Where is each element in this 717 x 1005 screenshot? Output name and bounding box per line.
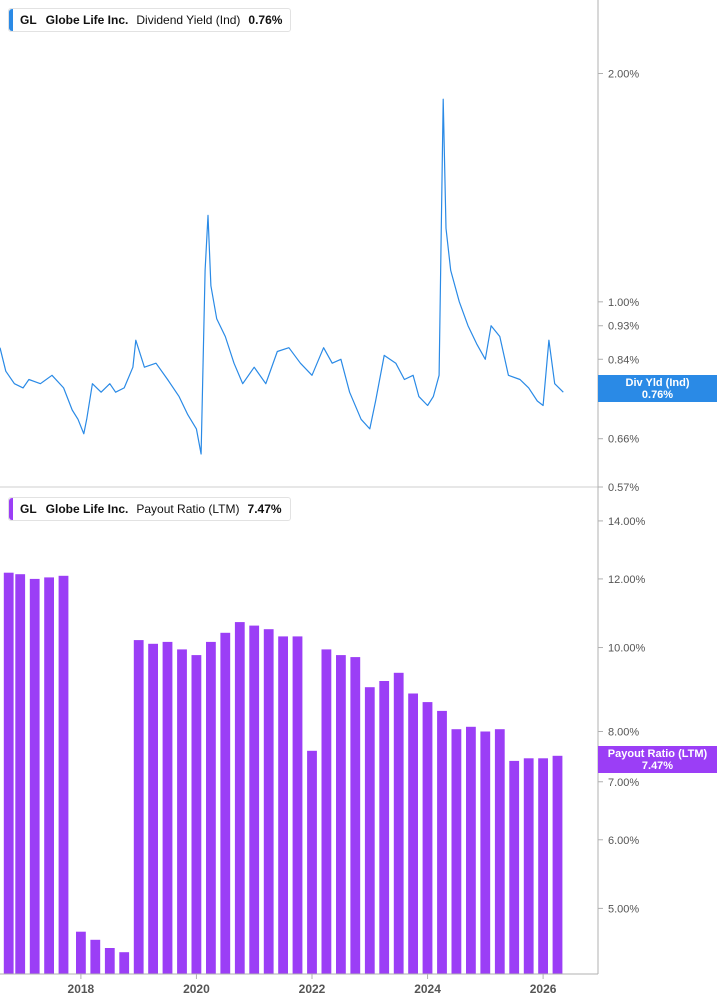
payout-bar [494,729,505,974]
y-tick-label: 0.93% [608,321,639,333]
legend-company: Globe Life Inc. [45,13,129,27]
legend-company: Globe Life Inc. [45,502,129,516]
payout-bar [552,755,563,974]
payout-bar [480,731,491,974]
legend-ticker: GL [20,13,37,27]
x-axis: 2018 2020 2022 2024 2026 [68,974,557,996]
payout-bar [15,574,26,974]
payout-bar [523,758,534,974]
payout-bar [3,572,14,974]
payout-bar [393,672,404,974]
payout-bar [191,655,202,974]
payout-bar [408,693,418,974]
y-tick-label: 2.00% [608,69,639,81]
payout-bar [148,643,158,974]
y-tick-label: 0.57% [608,482,639,494]
y-tick-label: 14.00% [608,516,646,528]
dividend-yield-last-value-flag: Div Yld (Ind) 0.76% [598,375,717,402]
payout-bar [162,641,173,974]
legend-metric: Dividend Yield (Ind) [136,13,241,27]
x-tick-label: 2026 [530,982,557,996]
payout-bar [466,726,476,974]
dividend-yield-line [0,98,564,455]
payout-bar [437,710,447,974]
payout-ratio-last-value-flag: Payout Ratio (LTM) 7.47% [598,746,717,773]
payout-bar [58,575,69,974]
dividend-series-swatch [9,9,13,31]
payout-bar [119,952,130,974]
payout-bar [234,622,245,974]
x-tick-label: 2020 [183,982,210,996]
payout-bar [307,750,317,974]
y-tick-label: 0.66% [608,434,639,446]
y-tick-label: 6.00% [608,835,639,847]
flag-value: 7.47% [641,760,674,772]
payout-bar [321,649,332,974]
payout-bar [220,632,231,974]
payout-bar [263,629,274,974]
flag-value: 0.76% [641,389,674,401]
payout-bar [538,758,548,974]
payout-bar [379,681,390,974]
legend-metric: Payout Ratio (LTM) [136,502,240,516]
payout-bar [278,636,288,974]
payout-bar [44,577,54,974]
y-tick-label: 0.84% [608,354,639,366]
flag-label: Payout Ratio (LTM) [607,748,708,760]
payout-bar [249,625,260,974]
y-tick-label: 1.00% [608,297,639,309]
payout-series-swatch [9,498,13,520]
payout-bar [364,687,375,974]
payout-bar [509,760,520,974]
legend-value: 0.76% [248,13,283,27]
payout-ratio-legend[interactable]: GL Globe Life Inc. Payout Ratio (LTM) 7.… [8,497,291,521]
payout-ratio-panel: 5.00% 6.00% 7.00% 8.00% 10.00% 12.00% 14.00% [3,516,646,974]
y-tick-label: 10.00% [608,643,646,655]
y-tick-label: 5.00% [608,903,639,915]
payout-bar [133,640,144,974]
x-tick-label: 2024 [414,982,441,996]
payout-bar [451,729,462,974]
payout-bar [76,931,86,974]
flag-label: Div Yld (Ind) [625,377,690,389]
payout-bar [292,636,303,974]
legend-value: 7.47% [247,502,282,516]
y-tick-label: 7.00% [608,777,639,789]
dividend-yield-panel: 0.57%0.66%0.750.84%0.93%1.00%2.00% [0,69,639,494]
x-tick-label: 2018 [68,982,95,996]
dividend-yield-legend[interactable]: GL Globe Life Inc. Dividend Yield (Ind) … [8,8,292,32]
payout-bar [29,578,40,974]
payout-bar [90,939,101,974]
legend-ticker: GL [20,502,37,516]
payout-bar [336,655,346,974]
payout-bar [422,702,433,974]
x-tick-label: 2022 [299,982,326,996]
y-tick-label: 8.00% [608,727,639,739]
payout-bar [350,657,361,974]
payout-bar [206,641,216,974]
payout-bar [104,948,115,974]
y-tick-label: 12.00% [608,574,646,586]
payout-bar [177,649,187,974]
